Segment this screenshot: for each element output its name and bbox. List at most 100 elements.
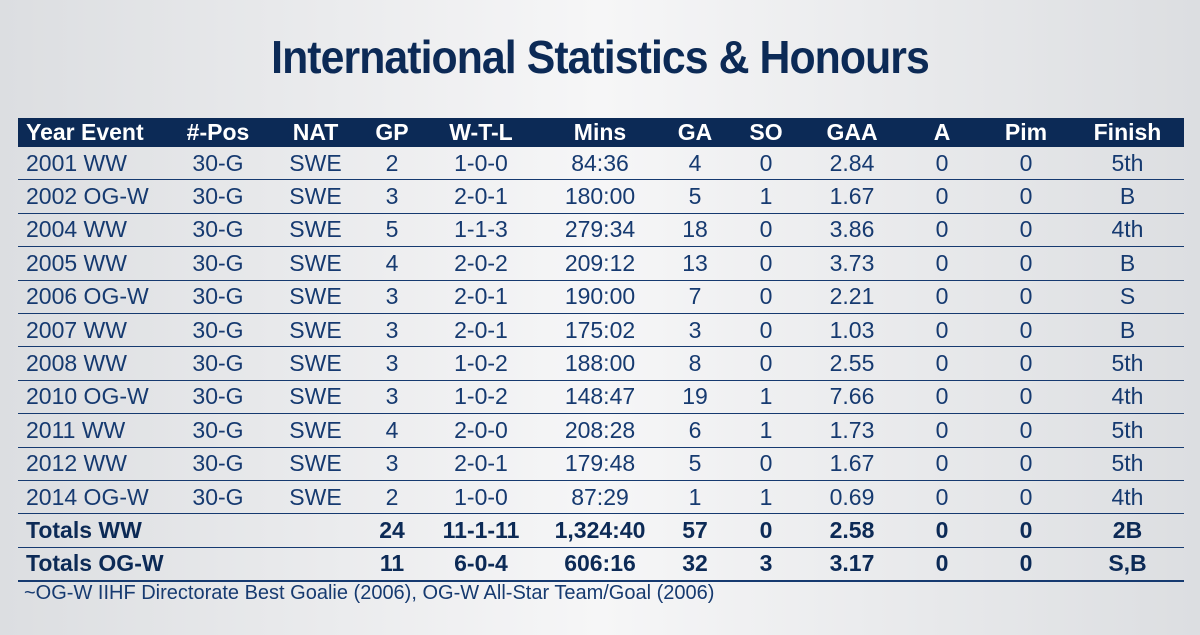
table-cell: 2.84 — [801, 146, 903, 181]
column-header: GAA — [801, 118, 903, 147]
table-cell: 0 — [981, 513, 1071, 548]
table-cell: 0 — [903, 280, 981, 314]
table-cell: 606:16 — [541, 547, 659, 583]
table-cell: 84:36 — [541, 146, 659, 181]
table-cell: 2-0-0 — [421, 413, 541, 448]
table-cell: 30-G — [168, 480, 268, 515]
table-row: 2004 WW 30-G SWE 5 1-1-3 279:34 18 0 3.86 0 0 4th — [18, 213, 1184, 248]
table-cell: 30-G — [168, 447, 268, 481]
table-cell: 5th — [1071, 146, 1184, 181]
table-cell: 1 — [659, 480, 731, 515]
table-cell: 0 — [981, 280, 1071, 314]
table-cell: 0 — [731, 346, 801, 381]
table-cell: 2004 WW — [18, 213, 168, 248]
table-cell: 19 — [659, 380, 731, 415]
table-cell: 2-0-1 — [421, 447, 541, 481]
table-cell: 0 — [903, 313, 981, 348]
table-cell: 5th — [1071, 447, 1184, 481]
table-cell: 1.67 — [801, 179, 903, 214]
table-cell: 32 — [659, 547, 731, 583]
table-cell: 190:00 — [541, 280, 659, 314]
table-cell: SWE — [268, 213, 363, 248]
table-cell: 1 — [731, 480, 801, 515]
table-cell: 4 — [659, 146, 731, 181]
column-header: Pim — [981, 118, 1071, 147]
table-cell: 188:00 — [541, 346, 659, 381]
table-header-row: Year Event #-Pos NAT GP W-T-L Mins GA SO GAA A Pim… — [18, 118, 1184, 147]
table-cell: 6-0-4 — [421, 547, 541, 583]
table-cell: 1.03 — [801, 313, 903, 348]
table-cell: 4th — [1071, 380, 1184, 415]
table-cell: 3 — [363, 179, 421, 214]
table-cell: 8 — [659, 346, 731, 381]
table-cell — [168, 513, 268, 548]
table-cell: 0 — [981, 346, 1071, 381]
table-cell: 0 — [903, 513, 981, 548]
table-cell: 2B — [1071, 513, 1184, 548]
table-row: 2007 WW 30-G SWE 3 2-0-1 175:02 3 0 1.03 0 0 B — [18, 313, 1184, 348]
table-cell: 175:02 — [541, 313, 659, 348]
table-cell: 0 — [731, 246, 801, 281]
table-cell: 1-0-0 — [421, 480, 541, 515]
table-cell: 2014 OG-W — [18, 480, 168, 515]
table-cell: 3 — [659, 313, 731, 348]
table-cell: 2 — [363, 146, 421, 181]
table-cell: 30-G — [168, 246, 268, 281]
table-cell: Totals OG-W — [18, 547, 168, 583]
table-cell: 0 — [981, 380, 1071, 415]
table-cell: 3 — [363, 447, 421, 481]
table-cell: 0 — [731, 280, 801, 314]
table-cell: S,B — [1071, 547, 1184, 583]
column-header: #-Pos — [168, 118, 268, 147]
table-cell: 0 — [903, 246, 981, 281]
table-cell: 0 — [731, 447, 801, 481]
table-row: 2002 OG-W 30-G SWE 3 2-0-1 180:00 5 1 1.67 0 0 B — [18, 179, 1184, 214]
table-cell: 2011 WW — [18, 413, 168, 448]
table-cell: 0 — [981, 547, 1071, 583]
table-cell: 2008 WW — [18, 346, 168, 381]
table-cell: B — [1071, 246, 1184, 281]
table-cell: 2005 WW — [18, 246, 168, 281]
table-cell: 3 — [363, 380, 421, 415]
table-cell: 1-0-2 — [421, 346, 541, 381]
table-cell: 2-0-2 — [421, 246, 541, 281]
table-cell: SWE — [268, 280, 363, 314]
table-cell: 1 — [731, 179, 801, 214]
column-header: A — [903, 118, 981, 147]
table-cell: B — [1071, 179, 1184, 214]
table-cell: 11 — [363, 547, 421, 583]
table-cell: 0 — [981, 213, 1071, 248]
table-cell: 0.69 — [801, 480, 903, 515]
table-cell: 2001 WW — [18, 146, 168, 181]
table-cell — [168, 547, 268, 583]
table-cell: 0 — [903, 146, 981, 181]
table-cell: 6 — [659, 413, 731, 448]
table-cell: 30-G — [168, 280, 268, 314]
table-cell: 7.66 — [801, 380, 903, 415]
table-cell: SWE — [268, 346, 363, 381]
table-cell: 0 — [731, 513, 801, 548]
table-cell: 1-0-2 — [421, 380, 541, 415]
table-cell: S — [1071, 280, 1184, 314]
table-cell: 5 — [659, 447, 731, 481]
table-cell: 2-0-1 — [421, 280, 541, 314]
table-cell: SWE — [268, 179, 363, 214]
column-header: NAT — [268, 118, 363, 147]
statistics-table: Year Event #-Pos NAT GP W-T-L Mins GA SO GAA A Pim… — [18, 118, 1184, 583]
table-cell: 148:47 — [541, 380, 659, 415]
table-cell: SWE — [268, 380, 363, 415]
table-cell: 2-0-1 — [421, 313, 541, 348]
totals-row: Totals OG-W 11 6-0-4 606:16 32 3 3.17 0 0 S,B — [18, 547, 1184, 583]
table-cell: 3 — [363, 313, 421, 348]
table-cell: 2010 OG-W — [18, 380, 168, 415]
table-cell: 30-G — [168, 313, 268, 348]
table-cell: SWE — [268, 413, 363, 448]
table-cell: 1.73 — [801, 413, 903, 448]
column-header: Mins — [541, 118, 659, 147]
table-cell: 0 — [731, 313, 801, 348]
table-cell: 2006 OG-W — [18, 280, 168, 314]
table-cell: 279:34 — [541, 213, 659, 248]
table-cell: 2.21 — [801, 280, 903, 314]
table-cell: 1-0-0 — [421, 146, 541, 181]
table-cell: 2.55 — [801, 346, 903, 381]
